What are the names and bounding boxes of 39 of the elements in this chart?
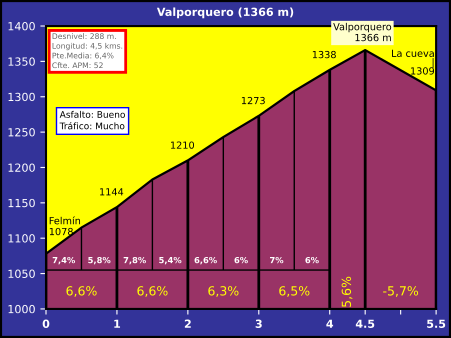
annotation: 6,5%: [279, 286, 310, 297]
annotation: 6%: [305, 256, 319, 264]
annotation: 1338: [312, 50, 336, 58]
x-tick-label: 2: [184, 320, 191, 328]
annotation: 6,6%: [137, 286, 168, 297]
annotation: 7,8%: [124, 256, 146, 264]
annotation: 1273: [242, 96, 265, 104]
annotation: 1210: [171, 141, 194, 149]
annotation: Valporquero 1366 m: [333, 22, 392, 42]
chart-title: Valporquero (1366 m): [156, 7, 294, 18]
y-tick-label: 1100: [8, 234, 35, 243]
annotation: La cueva | 1309: [392, 50, 434, 75]
annotation: 7%: [270, 256, 284, 264]
y-tick-label: 1400: [8, 22, 35, 30]
annotation: 5,6%: [342, 276, 352, 307]
x-tick-label: 4.5: [356, 320, 374, 328]
annotation: 6,3%: [208, 286, 239, 297]
x-tick-label: 0: [42, 320, 50, 328]
annotation: 5,4%: [159, 256, 182, 264]
y-tick-label: 1250: [8, 128, 35, 136]
annotation: 7,4%: [52, 256, 76, 264]
y-tick-label: 1000: [8, 304, 35, 314]
y-tick-label: 1200: [8, 163, 35, 172]
y-tick-label: 1050: [8, 270, 35, 278]
y-tick-label: 1350: [8, 57, 35, 66]
x-tick-label: 1: [114, 320, 120, 328]
y-tick-label: 1150: [8, 198, 35, 208]
y-tick-label: 1300: [8, 92, 35, 102]
x-tick-label: 3: [256, 320, 262, 328]
annotation: 5,8%: [88, 256, 110, 264]
annotation: Asfalto: Bueno Tráfico: Mucho: [60, 110, 125, 130]
annotation: Felmín 1078: [50, 216, 80, 236]
annotation: 6,6%: [194, 256, 217, 264]
annotation: 6%: [234, 256, 248, 264]
annotation: -5,7%: [383, 286, 418, 297]
x-tick-label: 4: [326, 320, 334, 328]
x-tick-label: 5.5: [427, 320, 446, 328]
annotation: 1144: [100, 188, 124, 196]
annotation: 6,6%: [66, 286, 97, 297]
